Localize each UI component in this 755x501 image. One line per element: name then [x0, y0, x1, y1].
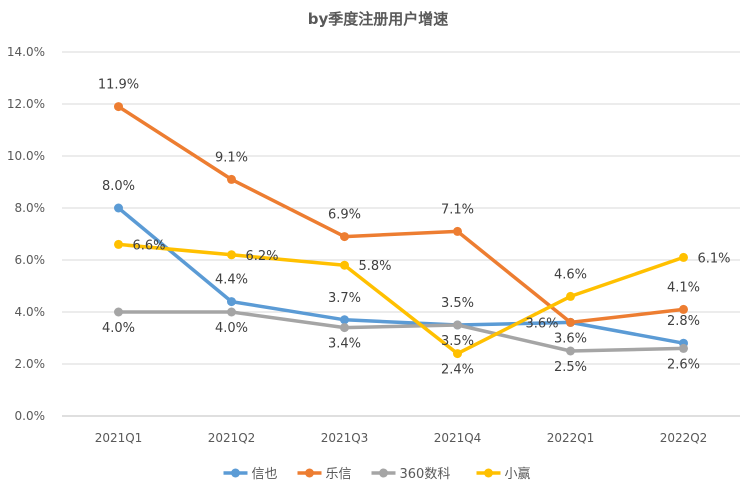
- data-point: [340, 323, 349, 333]
- data-point: [114, 203, 123, 213]
- data-point: [453, 226, 462, 236]
- data-label: 5.8%: [359, 259, 392, 274]
- data-label: 4.0%: [102, 321, 135, 336]
- legend-marker: [379, 468, 388, 478]
- data-point: [114, 239, 123, 249]
- data-point: [227, 174, 236, 184]
- data-label: 3.6%: [525, 316, 558, 331]
- data-label: 6.2%: [246, 249, 279, 264]
- y-tick-label: 8.0%: [15, 201, 46, 215]
- legend-label: 360数科: [400, 467, 451, 482]
- legend-marker: [305, 468, 314, 478]
- data-point: [566, 346, 575, 356]
- data-label: 3.5%: [441, 296, 474, 311]
- data-point: [340, 232, 349, 242]
- data-label: 3.7%: [328, 291, 361, 306]
- legend-marker: [484, 468, 493, 478]
- series-line-3: [118, 242, 685, 356]
- series-line-0: [117, 206, 684, 345]
- data-label: 4.4%: [215, 273, 248, 288]
- data-point: [679, 343, 688, 353]
- data-label: 6.1%: [698, 251, 731, 266]
- data-point: [679, 252, 688, 262]
- data-label: 2.5%: [554, 360, 587, 375]
- data-label: 3.6%: [554, 331, 587, 346]
- data-point: [679, 304, 688, 314]
- y-tick-label: 6.0%: [15, 253, 46, 267]
- y-tick-label: 4.0%: [15, 305, 46, 319]
- x-tick-label: 2022Q1: [547, 431, 595, 445]
- x-tick-label: 2021Q4: [434, 431, 482, 445]
- series-line-1: [117, 105, 684, 325]
- data-point: [566, 291, 575, 301]
- y-tick-label: 10.0%: [7, 149, 45, 163]
- x-tick-label: 2022Q2: [660, 431, 708, 445]
- data-point: [227, 307, 236, 317]
- data-label: 7.1%: [441, 202, 474, 217]
- data-label: 9.1%: [215, 150, 248, 165]
- y-tick-label: 2.0%: [15, 357, 46, 371]
- y-tick-label: 12.0%: [7, 97, 45, 111]
- data-label: 2.4%: [441, 363, 474, 378]
- x-tick-label: 2021Q1: [95, 431, 143, 445]
- x-tick-label: 2021Q3: [321, 431, 369, 445]
- data-label: 4.0%: [215, 321, 248, 336]
- legend-label: 乐信: [326, 467, 352, 482]
- data-label: 4.1%: [667, 280, 700, 295]
- data-label: 2.8%: [667, 314, 700, 329]
- data-point: [340, 315, 349, 325]
- data-point: [114, 102, 123, 112]
- data-point: [114, 307, 123, 317]
- data-label: 6.6%: [133, 238, 166, 253]
- data-label: 3.4%: [328, 337, 361, 352]
- legend-label: 信也: [252, 467, 278, 482]
- data-point: [453, 320, 462, 330]
- y-tick-label: 14.0%: [7, 45, 45, 59]
- data-label: 3.5%: [441, 334, 474, 349]
- data-point: [566, 317, 575, 327]
- data-label: 6.9%: [328, 208, 361, 223]
- data-label: 4.6%: [554, 267, 587, 282]
- series-line-2: [118, 310, 684, 353]
- data-label: 11.9%: [98, 78, 139, 93]
- data-point: [453, 349, 462, 359]
- data-point: [340, 260, 349, 270]
- data-label: 8.0%: [102, 179, 135, 194]
- legend-label: 小赢: [505, 466, 531, 482]
- chart-title: by季度注册用户增速: [308, 10, 449, 28]
- y-tick-label: 0.0%: [15, 409, 46, 423]
- data-label: 2.6%: [667, 357, 700, 372]
- x-tick-label: 2021Q2: [208, 431, 256, 445]
- legend-marker: [231, 468, 240, 478]
- data-point: [227, 297, 236, 307]
- data-point: [227, 250, 236, 260]
